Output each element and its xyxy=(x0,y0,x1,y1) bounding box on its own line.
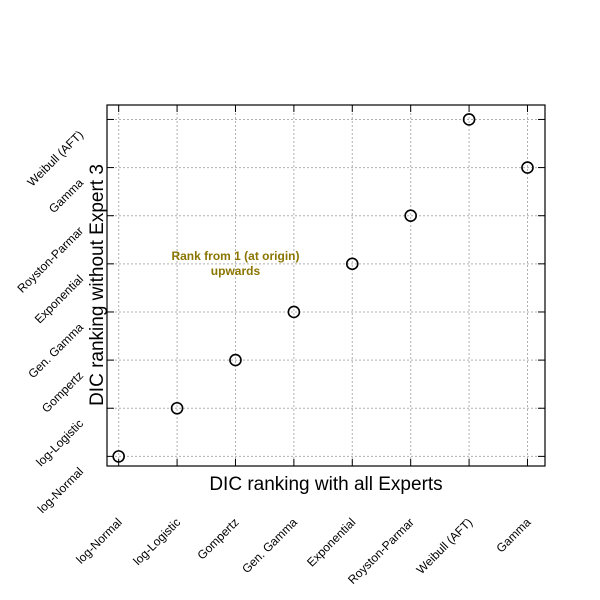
grid-lines xyxy=(107,105,545,466)
x-tick-label: log-Normal xyxy=(73,515,124,566)
annotation-line: upwards xyxy=(211,264,261,278)
x-tick-label: Exponential xyxy=(304,515,358,569)
y-axis-title: DIC ranking without Expert 3 xyxy=(87,164,108,406)
data-point xyxy=(521,161,534,174)
data-point xyxy=(345,257,359,271)
x-axis-title: DIC ranking with all Experts xyxy=(209,474,442,495)
x-tick-label: log-Logistic xyxy=(130,515,183,568)
y-tick-label: Exponential xyxy=(32,272,86,326)
axis-ticks xyxy=(107,105,545,466)
y-tick-label: log-Logistic xyxy=(33,416,86,469)
data-point xyxy=(287,305,301,319)
chart-annotation: Rank from 1 (at origin) upwards xyxy=(171,249,299,278)
annotation-line: Rank from 1 (at origin) xyxy=(171,249,299,263)
x-tick-label: Gompertz xyxy=(194,515,241,562)
data-point xyxy=(170,401,184,415)
y-tick-label: Gompertz xyxy=(39,368,86,415)
data-point xyxy=(462,113,476,126)
data-point xyxy=(229,353,242,367)
plot-frame xyxy=(106,104,546,467)
data-point xyxy=(112,450,125,463)
x-tick-label: Weibull (AFT) xyxy=(414,515,476,577)
y-tick-label: Gamma xyxy=(46,176,86,216)
x-tick-label: Gamma xyxy=(494,515,534,555)
x-tick-label: Gen. Gamma xyxy=(239,515,300,576)
data-point xyxy=(404,209,417,223)
y-tick-label: log-Normal xyxy=(35,465,86,516)
data-points xyxy=(112,113,534,463)
